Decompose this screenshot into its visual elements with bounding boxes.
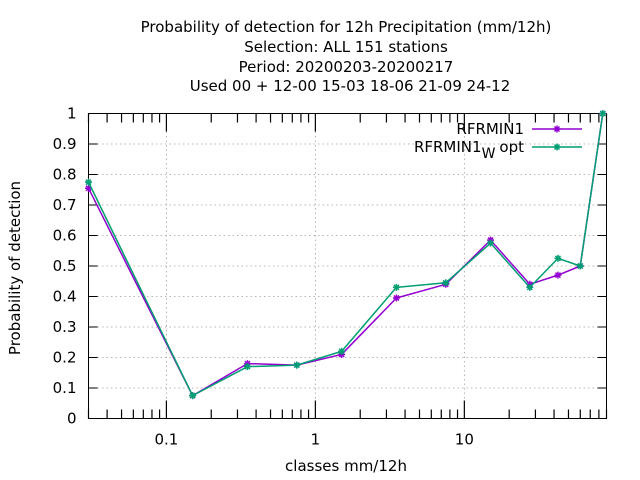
series-2-point (576, 262, 584, 270)
series-2-point (554, 254, 562, 262)
y-tick-label: 0.8 (53, 166, 77, 184)
y-tick-label: 0.3 (53, 318, 77, 336)
series-2-point (243, 363, 251, 371)
series-2-point (338, 347, 346, 355)
x-tick-label: 0.1 (154, 431, 178, 449)
legend-entry-1: RFRMIN1 (456, 120, 582, 138)
y-axis-label: Probability of detection (6, 181, 24, 355)
x-axis-label: classes mm/12h (285, 457, 407, 475)
legend-label-2-suffix: opt (499, 138, 524, 156)
legend-label-1: RFRMIN1 (456, 120, 524, 138)
y-tick-label: 0.2 (53, 349, 77, 367)
series-2-point (487, 239, 495, 247)
series-2-point (392, 283, 400, 291)
y-tick-labels: 0 0.1 0.2 0.3 0.4 0.5 0.6 0.7 0.8 0.9 1 (53, 105, 77, 428)
series-2-point (85, 178, 92, 186)
y-tick-label: 0.1 (53, 379, 77, 397)
title-line-4: Used 00 + 12-00 15-03 18-06 21-09 24-12 (190, 77, 511, 95)
x-tick-label: 10 (455, 431, 474, 449)
series-1 (85, 110, 607, 400)
x-tick-labels: 0.1 1 10 (154, 431, 473, 449)
title-line-3: Period: 20200203-20200217 (239, 58, 454, 76)
title-line-2: Selection: ALL 151 stations (244, 38, 448, 56)
data-series (85, 110, 607, 400)
plot-frame (88, 113, 607, 419)
legend-label-2: RFRMIN1W opt (414, 138, 524, 162)
grid (88, 113, 607, 419)
y-tick-label: 0.6 (53, 227, 77, 245)
y-tick-label: 0.9 (53, 135, 77, 153)
y-tick-label: 0.5 (53, 257, 77, 275)
series-1-point (392, 294, 400, 302)
series-2-point (189, 392, 197, 400)
series-2-line (87, 113, 604, 397)
series-2 (85, 110, 607, 400)
legend-marker-2 (553, 143, 561, 151)
series-1-point (85, 184, 92, 192)
series-2-point (293, 361, 301, 369)
series-1-point (554, 271, 562, 279)
legend-label-2-main: RFRMIN1 (414, 138, 482, 156)
legend-entry-2: RFRMIN1W opt (414, 138, 582, 162)
y-tick-label: 1 (67, 105, 77, 123)
legend: RFRMIN1 RFRMIN1W opt (414, 120, 582, 162)
legend-marker-1 (553, 125, 561, 133)
series-1-line (87, 113, 604, 397)
title-line-1: Probability of detection for 12h Precipi… (141, 18, 552, 36)
x-tick-label: 1 (311, 431, 321, 449)
series-2-point (526, 283, 534, 291)
series-2-point (599, 110, 607, 117)
legend-label-2-subscript: W (482, 146, 496, 162)
chart-title: Probability of detection for 12h Precipi… (141, 18, 552, 95)
y-tick-label: 0.7 (53, 196, 77, 214)
y-tick-label: 0 (67, 410, 77, 428)
series-2-point (442, 279, 450, 287)
y-tick-label: 0.4 (53, 288, 77, 306)
